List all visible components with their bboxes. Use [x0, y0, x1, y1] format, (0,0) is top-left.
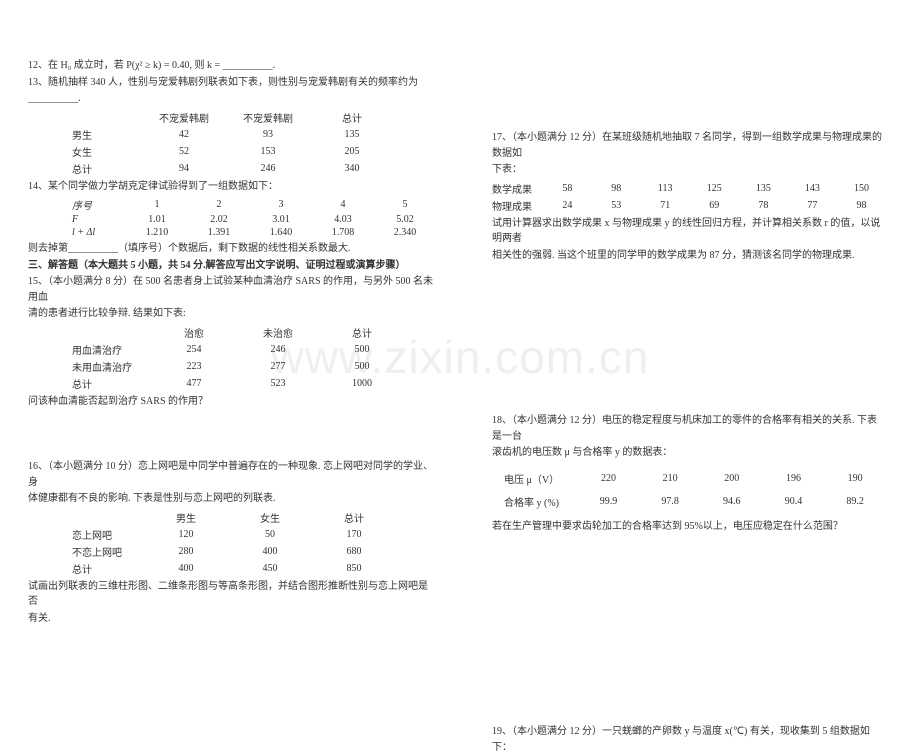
q18-table: 电压 μ（V）220210200196190 合格率 y (%)99.997.8… [504, 467, 886, 513]
q16-table: 男生女生总计 恋上网吧12050170 不恋上网吧280400680 总计400… [72, 509, 396, 577]
q17-line2: 下表： [492, 162, 886, 178]
table-row: 电压 μ（V）220210200196190 [504, 467, 886, 490]
table-row: 未用血清治疗223277500 [72, 358, 404, 375]
q17-line4: 相关性的强弱. 当这个班里的同学甲的数学成果为 87 分，猜测该名同学的物理成果… [492, 248, 886, 264]
q15-line1: 15、（本小题满分 8 分）在 500 名患者身上试验某种血清治疗 SARS 的… [28, 274, 436, 305]
q13-line2: __________. [28, 91, 436, 107]
q15-line2: 清的患者进行比较争辩. 结果如下表: [28, 306, 436, 322]
table-row: 序号12345 [72, 196, 436, 213]
left-column: 12、在 H₀ 成立时，若 P(χ² ≥ k) = 0.40, 则 k = __… [0, 0, 460, 651]
table-row: 用血清治疗254246500 [72, 341, 404, 358]
table-row: 治愈未治愈总计 [72, 324, 404, 341]
table-row: 男生4293135 [72, 126, 394, 143]
table-row: 不恋上网吧280400680 [72, 543, 396, 560]
q17-table: 数学成果5898113125135143150 物理成果245371697877… [492, 180, 886, 214]
q16-line4: 有关. [28, 611, 436, 627]
q15-table: 治愈未治愈总计 用血清治疗254246500 未用血清治疗223277500 总… [72, 324, 404, 392]
q16-line1: 16、（本小题满分 10 分）恋上网吧是中同学中普遍存在的一种现象. 恋上网吧对… [28, 459, 436, 490]
q17-line1: 17、（本小题满分 12 分）在某班级随机地抽取 7 名同学，得到一组数学成果与… [492, 130, 886, 161]
table-row: l + Δl1.2101.3911.6401.7082.340 [72, 226, 436, 239]
table-row: 数学成果5898113125135143150 [492, 180, 886, 197]
table-row: 合格率 y (%)99.997.894.690.489.2 [504, 490, 886, 513]
q13-line1: 13、随机抽样 340 人，性别与宠爱韩剧列联表如下表，则性别与宠爱韩剧有关的频… [28, 75, 436, 91]
q16-line2: 体健康都有不良的影响. 下表是性别与恋上网吧的列联表. [28, 491, 436, 507]
table-row: 女生52153205 [72, 143, 394, 160]
q13-table: 不宠爱韩剧不宠爱韩剧总计 男生4293135 女生52153205 总计9424… [72, 109, 394, 177]
q17-line3: 试用计算器求出数学成果 x 与物理成果 y 的线性回归方程，并计算相关系数 r … [492, 216, 886, 247]
table-row: 物理成果24537169787798 [492, 197, 886, 214]
q18-line3: 若在生产管理中要求齿轮加工的合格率达到 95%以上，电压应稳定在什么范围？ [492, 519, 886, 535]
q14: 14、某个同学做力学胡克定律试验得到了一组数据如下： [28, 179, 436, 195]
q16-line3: 试画出列联表的三维柱形图、二维条形图与等高条形图，并结合图形推断性别与恋上网吧是… [28, 579, 436, 610]
q19: 19、（本小题满分 12 分）一只蜣螂的产卵数 y 与温度 x(℃) 有关，现收… [492, 724, 886, 755]
q12: 12、在 H₀ 成立时，若 P(χ² ≥ k) = 0.40, 则 k = __… [28, 58, 436, 74]
table-row: 男生女生总计 [72, 509, 396, 526]
section3-heading: 三、解答题（本大题共 5 小题，共 54 分.解答应写出文字说明、证明过程或演算… [28, 258, 436, 274]
table-row: 不宠爱韩剧不宠爱韩剧总计 [72, 109, 394, 126]
q14-table: 序号12345 F1.012.023.014.035.02 l + Δl1.21… [72, 196, 436, 239]
table-row: 总计94246340 [72, 160, 394, 177]
q14-tail: 则去掉第__________（填序号）个数据后，剩下数据的线性相关系数最大. [28, 241, 436, 257]
q18-line1: 18、（本小题满分 12 分）电压的稳定程度与机床加工的零件的合格率有相关的关系… [492, 413, 886, 444]
q15-tail: 问该种血清能否起到治疗 SARS 的作用？ [28, 394, 436, 410]
table-row: F1.012.023.014.035.02 [72, 213, 436, 226]
table-row: 恋上网吧12050170 [72, 526, 396, 543]
table-row: 总计4775231000 [72, 375, 404, 392]
q18-line2: 滚齿机的电压数 μ 与合格率 y 的数据表： [492, 445, 886, 461]
right-column: 17、（本小题满分 12 分）在某班级随机地抽取 7 名同学，得到一组数学成果与… [460, 0, 920, 651]
table-row: 总计400450850 [72, 560, 396, 577]
page-columns: 12、在 H₀ 成立时，若 P(χ² ≥ k) = 0.40, 则 k = __… [0, 0, 920, 651]
